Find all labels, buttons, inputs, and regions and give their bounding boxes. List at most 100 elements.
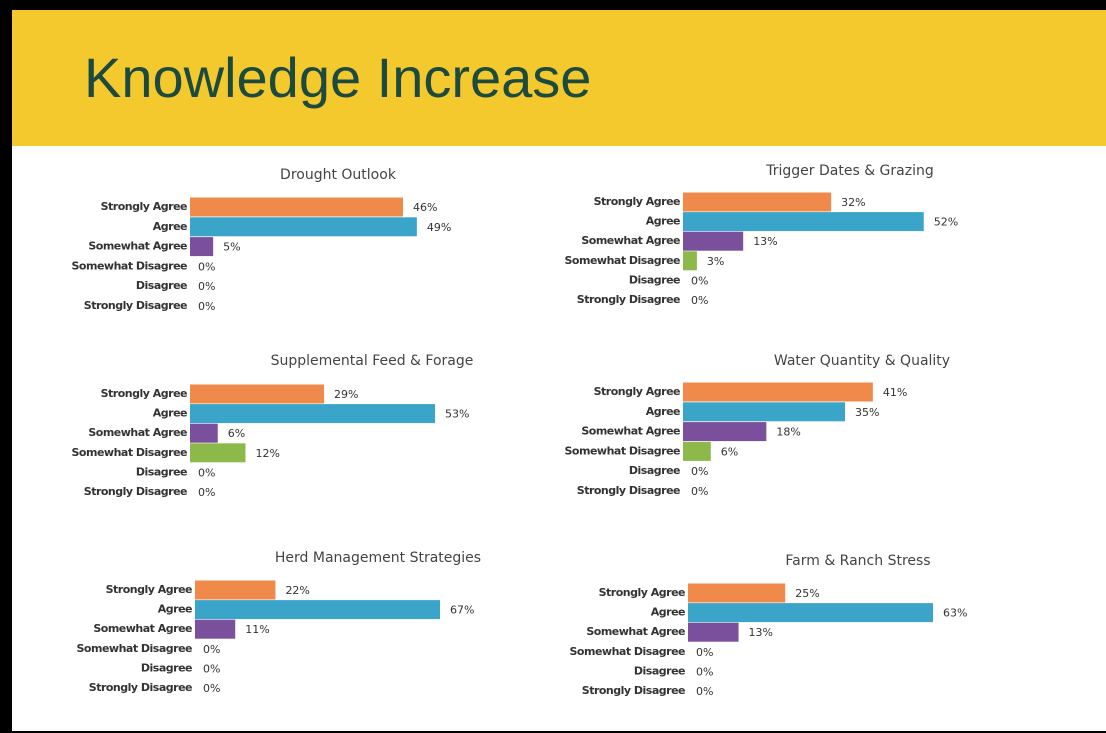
category-label: Somewhat Disagree (72, 446, 188, 459)
bar (190, 443, 246, 463)
value-label: 46% (413, 201, 437, 214)
category-label: Strongly Disagree (84, 485, 187, 498)
value-label: 35% (855, 406, 879, 419)
bar (683, 402, 846, 422)
category-label: Strongly Disagree (577, 484, 680, 497)
category-label: Disagree (629, 273, 680, 286)
bar (683, 231, 744, 251)
bar (683, 422, 767, 442)
value-label: 0% (198, 486, 215, 499)
bar (683, 251, 697, 271)
category-label: Somewhat Disagree (565, 444, 681, 457)
category-label: Disagree (141, 661, 192, 674)
value-label: 13% (753, 235, 777, 248)
bar (190, 423, 218, 443)
value-label: 0% (696, 685, 713, 698)
bar (190, 404, 435, 424)
bar (683, 441, 711, 461)
bar (195, 580, 276, 600)
bar (683, 212, 924, 232)
bar (195, 619, 236, 639)
category-label: Somewhat Agree (586, 625, 685, 638)
chart-title: Drought Outlook (280, 167, 397, 183)
category-label: Agree (158, 603, 192, 616)
category-label: Somewhat Agree (581, 425, 680, 438)
category-label: Agree (153, 220, 187, 233)
category-label: Disagree (136, 465, 187, 478)
bar (190, 384, 325, 404)
value-label: 11% (245, 623, 269, 636)
value-label: 63% (943, 607, 967, 620)
value-label: 52% (934, 216, 958, 229)
category-label: Somewhat Disagree (77, 642, 193, 655)
category-label: Somewhat Agree (93, 622, 192, 635)
category-label: Strongly Agree (101, 387, 187, 400)
title-banner (12, 10, 1106, 146)
bar (688, 603, 933, 623)
bar (190, 217, 417, 237)
value-label: 0% (198, 300, 215, 313)
value-label: 18% (776, 426, 800, 439)
value-label: 49% (427, 221, 451, 234)
bar (195, 600, 440, 620)
category-label: Agree (646, 215, 680, 228)
value-label: 3% (707, 255, 724, 268)
value-label: 53% (445, 408, 469, 421)
value-label: 67% (450, 604, 474, 617)
category-label: Somewhat Disagree (570, 645, 686, 658)
category-label: Strongly Disagree (582, 684, 685, 697)
value-label: 22% (285, 584, 309, 597)
value-label: 6% (228, 427, 245, 440)
value-label: 0% (198, 260, 215, 273)
category-label: Strongly Disagree (84, 299, 187, 312)
category-label: Somewhat Disagree (72, 259, 188, 272)
value-label: 13% (749, 626, 773, 639)
category-label: Somewhat Agree (88, 426, 187, 439)
value-label: 0% (691, 294, 708, 307)
category-label: Disagree (136, 279, 187, 292)
chart-title: Trigger Dates & Grazing (765, 163, 934, 179)
value-label: 0% (198, 280, 215, 293)
category-label: Strongly Disagree (577, 293, 680, 306)
category-label: Strongly Agree (599, 586, 685, 599)
value-label: 0% (696, 646, 713, 659)
value-label: 29% (334, 388, 358, 401)
bar (688, 622, 739, 642)
slide-title: Knowledge Increase (84, 46, 591, 109)
category-label: Agree (646, 405, 680, 418)
value-label: 41% (883, 386, 907, 399)
value-label: 0% (691, 274, 708, 287)
category-label: Disagree (629, 464, 680, 477)
chart-title: Farm & Ranch Stress (785, 553, 930, 569)
category-label: Disagree (634, 664, 685, 677)
category-label: Strongly Disagree (89, 681, 192, 694)
value-label: 0% (203, 662, 220, 675)
bar (683, 382, 873, 402)
value-label: 0% (198, 466, 215, 479)
bar (688, 583, 786, 603)
bar (190, 197, 403, 217)
category-label: Somewhat Agree (581, 234, 680, 247)
category-label: Somewhat Agree (88, 240, 187, 253)
value-label: 0% (691, 485, 708, 498)
chart-title: Herd Management Strategies (275, 550, 481, 566)
value-label: 5% (223, 241, 240, 254)
value-label: 25% (795, 587, 819, 600)
chart-title: Water Quantity & Quality (774, 353, 950, 369)
bar (683, 192, 832, 212)
value-label: 0% (691, 465, 708, 478)
value-label: 0% (203, 643, 220, 656)
value-label: 0% (696, 665, 713, 678)
value-label: 32% (841, 196, 865, 209)
value-label: 12% (255, 447, 279, 460)
category-label: Somewhat Disagree (565, 254, 681, 267)
bar (190, 237, 214, 257)
category-label: Agree (153, 407, 187, 420)
value-label: 0% (203, 682, 220, 695)
category-label: Agree (651, 606, 685, 619)
value-label: 6% (721, 445, 738, 458)
chart-title: Supplemental Feed & Forage (271, 353, 474, 369)
category-label: Strongly Agree (594, 195, 680, 208)
